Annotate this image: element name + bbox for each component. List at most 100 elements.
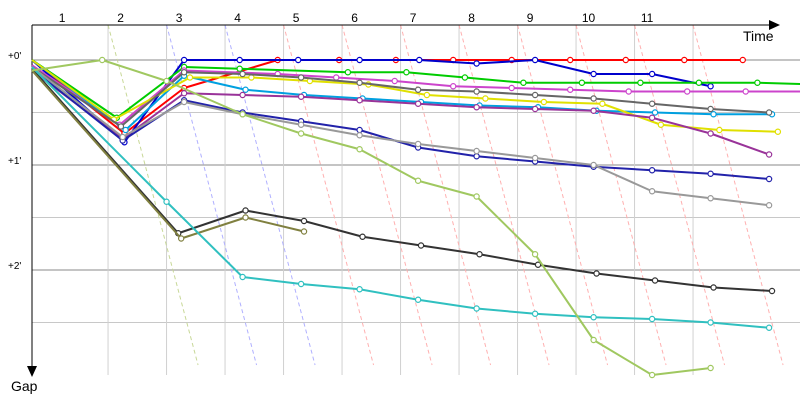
- data-point: [356, 97, 363, 104]
- data-point: [768, 287, 776, 295]
- data-point: [531, 56, 539, 64]
- data-point: [297, 121, 305, 128]
- data-point: [707, 130, 714, 137]
- series-10: [31, 68, 776, 295]
- data-point: [651, 109, 659, 116]
- data-point: [578, 79, 586, 86]
- y-tick-label: +0': [8, 51, 21, 62]
- x-axis-arrow-icon: [769, 20, 780, 30]
- data-point: [707, 83, 714, 90]
- series-0: [31, 56, 746, 137]
- data-point: [765, 202, 773, 209]
- data-point: [707, 195, 714, 202]
- data-point: [473, 193, 480, 200]
- data-point: [590, 336, 597, 344]
- data-point: [414, 177, 422, 184]
- lap-crossing-line: [517, 24, 609, 366]
- data-point: [707, 319, 714, 326]
- lap-label: 11: [641, 11, 654, 25]
- data-point: [473, 147, 480, 155]
- data-point: [710, 284, 717, 291]
- data-point: [297, 74, 305, 81]
- data-point: [423, 91, 431, 99]
- data-point: [180, 69, 188, 76]
- data-point: [476, 251, 483, 258]
- data-point: [356, 79, 363, 86]
- data-point: [657, 121, 665, 128]
- y-axis-arrow-icon: [27, 366, 37, 377]
- data-point: [567, 86, 574, 93]
- series-7: [31, 69, 773, 158]
- data-point: [239, 111, 246, 118]
- data-point: [163, 198, 170, 205]
- data-point: [117, 123, 125, 130]
- lap-crossing-line: [341, 24, 433, 366]
- data-point: [651, 277, 659, 284]
- data-point: [531, 310, 539, 317]
- data-point: [482, 95, 489, 102]
- lap-label: 9: [527, 11, 534, 25]
- data-point: [648, 100, 656, 107]
- data-point: [461, 74, 469, 81]
- lap-crossing-line: [458, 24, 550, 366]
- tick-labels: 1 2 3 4 5 6 7 8 9 10 11 +0' +1' +2': [8, 11, 654, 272]
- series-9: [31, 66, 773, 209]
- series-line: [31, 59, 711, 376]
- data-point: [473, 88, 480, 95]
- data-point: [765, 109, 773, 116]
- data-point: [356, 146, 363, 153]
- data-point: [300, 217, 308, 225]
- data-point: [531, 105, 539, 113]
- data-point: [236, 56, 243, 64]
- data-point: [98, 56, 106, 64]
- data-point: [248, 74, 255, 81]
- data-point: [774, 128, 782, 135]
- data-point: [356, 132, 363, 139]
- data-point: [648, 167, 656, 174]
- data-point: [236, 65, 243, 72]
- y-tick-label: +1': [8, 156, 21, 167]
- data-point: [648, 70, 656, 78]
- data-point: [239, 70, 246, 78]
- data-point: [356, 56, 363, 64]
- series-line: [31, 66, 770, 329]
- lap-crossing-line: [283, 24, 375, 366]
- data-point: [297, 93, 305, 100]
- lap-label: 6: [351, 11, 358, 25]
- lap-crossing-line: [692, 24, 784, 366]
- data-point: [754, 79, 761, 86]
- data-point: [534, 261, 542, 268]
- data-point: [239, 91, 246, 99]
- series-lines: [31, 56, 800, 379]
- series-6: [31, 66, 773, 130]
- axes: Time Gap: [11, 20, 780, 394]
- lap-crossing-line: [400, 24, 492, 366]
- data-point: [567, 56, 574, 64]
- data-point: [590, 161, 597, 169]
- data-point: [473, 60, 480, 67]
- data-point: [637, 79, 644, 86]
- data-point: [520, 79, 527, 86]
- data-point: [414, 86, 422, 93]
- lap-crossing-line: [107, 24, 199, 366]
- data-point: [473, 153, 480, 160]
- data-point: [414, 140, 422, 148]
- data-point: [356, 286, 363, 293]
- lap-label: 2: [117, 11, 124, 25]
- data-point: [648, 371, 656, 379]
- data-point: [710, 111, 717, 118]
- data-point: [294, 56, 302, 64]
- data-point: [416, 56, 423, 64]
- x-axis-title: Time: [743, 28, 774, 44]
- series-13: [31, 56, 714, 379]
- data-point: [180, 90, 188, 97]
- data-point: [403, 69, 410, 76]
- data-point: [186, 74, 194, 81]
- data-point: [239, 273, 246, 281]
- lap-crossing-line: [575, 24, 667, 366]
- data-point: [391, 77, 398, 85]
- lap-label: 3: [176, 11, 183, 25]
- data-point: [297, 280, 305, 288]
- data-point: [180, 98, 188, 106]
